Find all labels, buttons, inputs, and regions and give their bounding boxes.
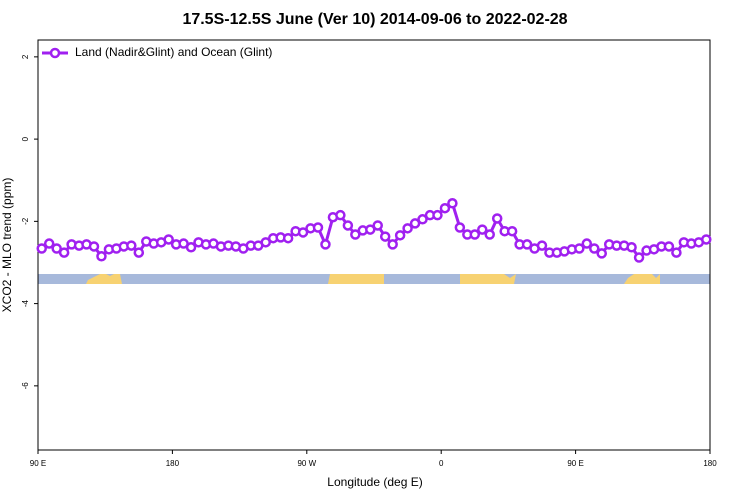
- data-point: [36, 243, 47, 254]
- data-point: [320, 239, 331, 250]
- land-ocean-strip: [38, 274, 710, 284]
- data-point: [447, 198, 458, 209]
- y-axis-label: XCO2 - MLO trend (ppm): [0, 178, 14, 313]
- data-point: [477, 224, 488, 235]
- data-point: [297, 227, 309, 238]
- data-point: [432, 209, 443, 221]
- data-point: [454, 222, 466, 233]
- data-point: [409, 218, 421, 229]
- data-point: [126, 240, 137, 251]
- land-region: [328, 274, 384, 284]
- data-point: [387, 239, 398, 250]
- data-point: [133, 247, 145, 258]
- data-point: [88, 241, 100, 252]
- x-tick-label: 0: [439, 459, 444, 468]
- data-point: [260, 237, 271, 248]
- chart-title: 17.5S-12.5S June (Ver 10) 2014-09-06 to …: [182, 11, 567, 28]
- data-point: [626, 242, 637, 253]
- y-tick-label: -4: [21, 299, 30, 307]
- data-point: [589, 243, 600, 254]
- data-point: [671, 247, 682, 258]
- land-region: [460, 274, 516, 284]
- data-point: [521, 239, 533, 250]
- data-point: [312, 222, 324, 233]
- data-point: [633, 252, 645, 263]
- data-point: [491, 213, 503, 224]
- land-region: [624, 274, 660, 284]
- data-point: [372, 220, 383, 231]
- y-tick-label: -6: [21, 382, 30, 390]
- x-tick-label: 90 E: [567, 459, 583, 468]
- data-point: [581, 238, 593, 249]
- data-point: [365, 224, 376, 235]
- data-point: [282, 232, 294, 244]
- data-point: [484, 229, 495, 240]
- y-tick-label: 0: [21, 136, 30, 141]
- data-point: [379, 231, 391, 242]
- data-point: [58, 247, 70, 258]
- data-point: [342, 220, 354, 231]
- data-point: [506, 225, 518, 237]
- x-axis-label: Longitude (deg E): [327, 475, 422, 489]
- data-point: [163, 234, 174, 245]
- data-point: [96, 251, 107, 262]
- land-region: [86, 274, 122, 284]
- data-point: [43, 238, 55, 249]
- data-point: [469, 229, 481, 240]
- y-tick-label: 2: [21, 54, 30, 59]
- data-point: [394, 230, 406, 241]
- data-point: [185, 242, 197, 253]
- legend-marker: [49, 47, 61, 59]
- x-tick-label: 180: [703, 459, 717, 468]
- data-point: [335, 209, 346, 221]
- data-point: [439, 202, 451, 214]
- data-point: [663, 241, 675, 252]
- data-point: [701, 234, 712, 245]
- x-tick-label: 90 W: [297, 459, 316, 468]
- data-point: [596, 248, 607, 259]
- data-point: [350, 229, 361, 240]
- data-point: [402, 223, 413, 234]
- x-tick-label: 90 E: [30, 459, 46, 468]
- data-point: [536, 240, 548, 251]
- data-point: [51, 243, 62, 254]
- data-point: [574, 243, 585, 254]
- legend-label: Land (Nadir&Glint) and Ocean (Glint): [75, 45, 272, 59]
- y-tick-label: -2: [21, 217, 30, 225]
- x-tick-label: 180: [166, 459, 180, 468]
- data-point: [417, 214, 428, 225]
